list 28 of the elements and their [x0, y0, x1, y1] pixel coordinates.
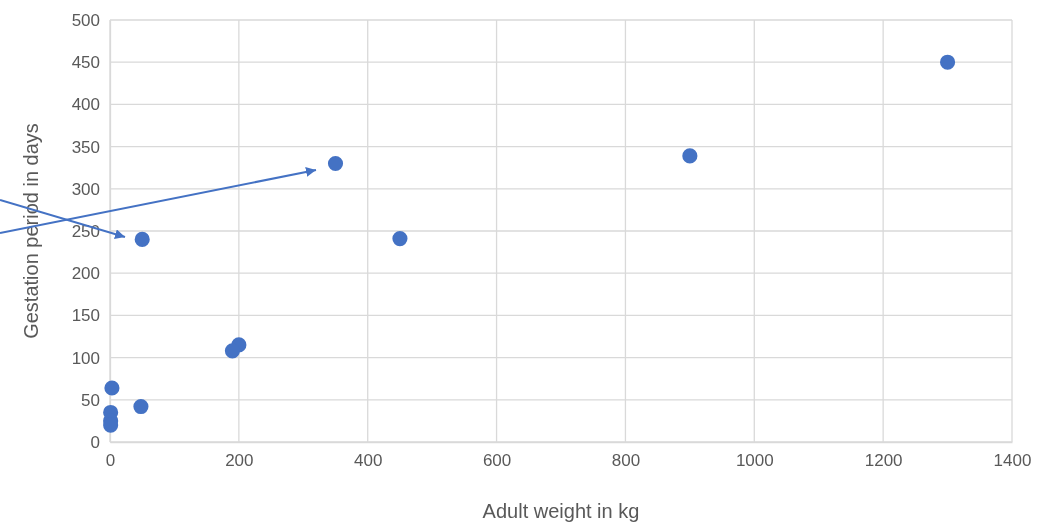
x-tick-label: 800 — [611, 451, 641, 471]
x-tick-label: 1000 — [735, 451, 774, 471]
y-tick-label: 450 — [71, 53, 100, 73]
y-tick-label: 400 — [71, 95, 100, 115]
x-tick-label: 400 — [354, 451, 383, 471]
y-tick-label: 150 — [71, 306, 100, 326]
x-tick-label: 200 — [225, 451, 254, 471]
point — [940, 54, 956, 70]
point — [134, 231, 150, 247]
y-tick-label: 300 — [71, 179, 100, 199]
y-tick-label: 200 — [71, 264, 100, 284]
x-tick-label: 0 — [105, 451, 116, 471]
point — [133, 399, 149, 415]
point — [104, 380, 120, 396]
y-tick-label: 50 — [81, 390, 100, 410]
x-axis-title: Adult weight in kg — [482, 500, 640, 522]
y-axis-title: Gestation period in days — [20, 123, 42, 339]
x-tick-label: 1200 — [864, 451, 903, 471]
point — [327, 155, 344, 172]
y-tick-label: 350 — [71, 137, 100, 157]
y-tick-label: 0 — [90, 432, 100, 452]
point — [392, 231, 408, 247]
y-tick-label: 500 — [71, 10, 100, 30]
point — [224, 343, 240, 359]
point — [682, 148, 698, 164]
x-tick-label: 600 — [482, 451, 512, 471]
y-tick-label: 100 — [71, 348, 100, 368]
x-tick-label: 1400 — [993, 451, 1032, 471]
